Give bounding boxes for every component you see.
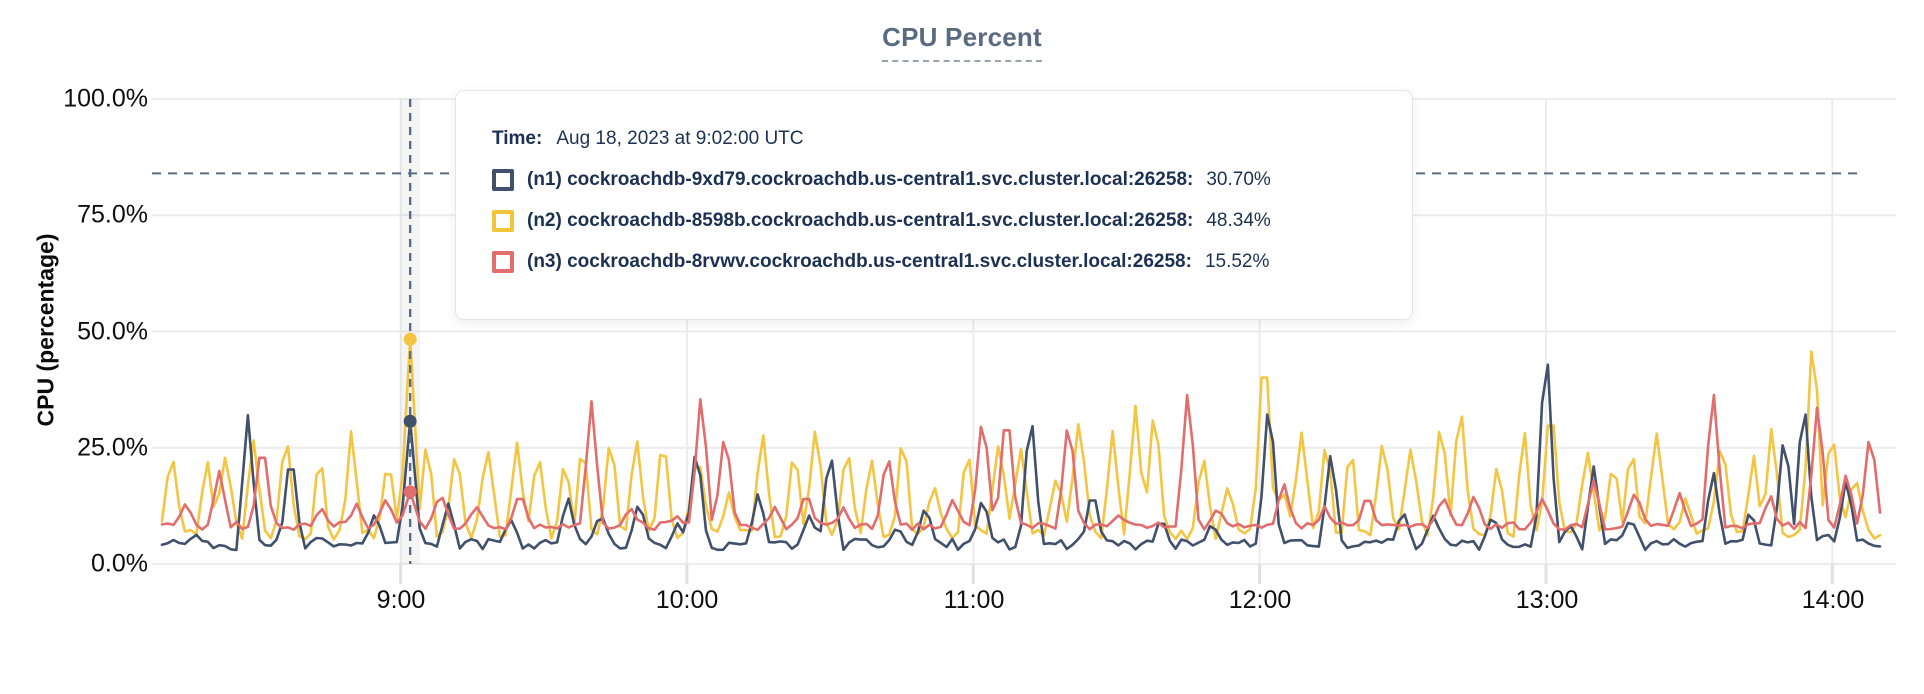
y-tick-label-75: 75.0% (77, 200, 148, 229)
series-n1-label: (n1) cockroachdb-9xd79.cockroachdb.us-ce… (527, 169, 1194, 190)
chart-tooltip: Time: Aug 18, 2023 at 9:02:00 UTC (n1) co… (455, 90, 1413, 320)
x-tick-label-13: 13:00 (1515, 586, 1579, 614)
y-tick-label-0: 0.0% (91, 549, 148, 578)
x-tick-label-9: 9:00 (376, 586, 426, 614)
series-n2-label: (n2) cockroachdb-8598b.cockroachdb.us-ce… (527, 210, 1194, 231)
chart-title[interactable]: CPU Percent (882, 22, 1042, 62)
series-n1-value: 30.70% (1206, 169, 1271, 190)
y-tick-label-100: 100.0% (63, 84, 148, 113)
chart-header: CPU Percent (0, 22, 1924, 62)
y-tick-label-25: 25.0% (77, 433, 148, 462)
series-n3-swatch-icon (492, 251, 514, 273)
tooltip-time-row: Time: Aug 18, 2023 at 9:02:00 UTC (492, 127, 1384, 151)
x-tick-label-10: 10:00 (655, 586, 719, 614)
series-n1-swatch-icon (492, 169, 514, 191)
tooltip-series-row-n3: (n3) cockroachdb-8rvwv.cockroachdb.us-ce… (492, 250, 1384, 274)
tooltip-series-row-n2: (n2) cockroachdb-8598b.cockroachdb.us-ce… (492, 209, 1384, 233)
tooltip-series-row-n1: (n1) cockroachdb-9xd79.cockroachdb.us-ce… (492, 168, 1384, 192)
series-n3-label: (n3) cockroachdb-8rvwv.cockroachdb.us-ce… (527, 251, 1192, 272)
x-tick-label-12: 12:00 (1228, 586, 1292, 614)
tooltip-time-label: Time: (492, 128, 543, 149)
tooltip-time-value: Aug 18, 2023 at 9:02:00 UTC (556, 128, 804, 149)
series-n3-value: 15.52% (1204, 251, 1270, 272)
y-tick-label-50: 50.0% (77, 317, 148, 346)
series-n2-swatch-icon (492, 210, 514, 232)
x-tick-label-11: 11:00 (943, 586, 1005, 614)
series-n2-value: 48.34% (1206, 210, 1271, 231)
x-tick-label-14: 14:00 (1801, 586, 1865, 614)
